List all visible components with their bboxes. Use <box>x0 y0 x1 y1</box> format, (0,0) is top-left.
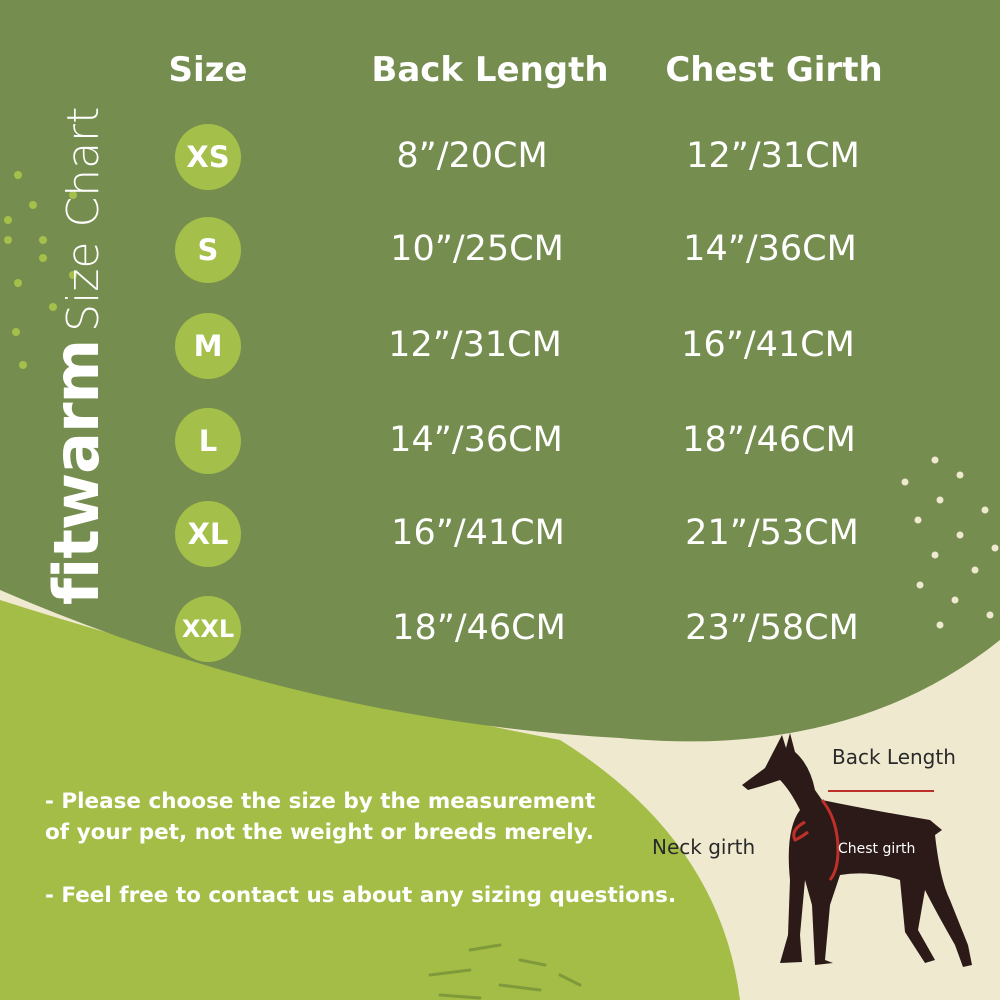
chest-girth-value: 23”/58CM <box>685 608 859 648</box>
size-badge: M <box>175 313 241 379</box>
size-badge: XXL <box>175 596 241 662</box>
brand-name: fitwarm <box>40 339 113 605</box>
size-badge: XL <box>175 501 241 567</box>
back-length-value: 14”/36CM <box>389 420 563 460</box>
brand-subtitle: Size Chart <box>58 106 109 332</box>
diagram-label-neck-girth: Neck girth <box>652 835 756 859</box>
chest-girth-value: 16”/41CM <box>681 325 855 365</box>
decorative-dashes <box>428 943 582 1000</box>
size-badge: L <box>175 408 241 474</box>
back-length-value: 8”/20CM <box>396 136 548 176</box>
decorative-dots-right <box>901 456 999 629</box>
dark-green-panel <box>0 0 1000 742</box>
back-length-value: 12”/31CM <box>388 325 562 365</box>
back-length-value: 18”/46CM <box>392 608 566 648</box>
diagram-label-chest-girth: Chest girth <box>838 841 916 857</box>
chest-girth-value: 21”/53CM <box>685 513 859 553</box>
light-green-wave <box>0 600 740 1000</box>
header-chest-girth: Chest Girth <box>665 50 883 90</box>
note-measurement-line1: - Please choose the size by the measurem… <box>45 789 596 814</box>
size-badge: S <box>175 217 241 283</box>
decorative-dots <box>4 171 77 369</box>
brand-vertical-title: fitwarm Size Chart <box>40 107 113 605</box>
chest-girth-value: 12”/31CM <box>686 136 860 176</box>
chest-girth-value: 18”/46CM <box>682 420 856 460</box>
dog-silhouette <box>742 733 972 967</box>
header-back-length: Back Length <box>371 50 609 90</box>
header-size: Size <box>168 50 248 90</box>
back-length-value: 10”/25CM <box>390 229 564 269</box>
diagram-label-back-length: Back Length <box>832 745 956 769</box>
size-badge: XS <box>175 124 241 190</box>
note-contact: - Feel free to contact us about any sizi… <box>45 883 677 908</box>
note-measurement-line2: of your pet, not the weight or breeds me… <box>45 820 594 845</box>
chest-girth-value: 14”/36CM <box>683 229 857 269</box>
back-length-value: 16”/41CM <box>391 513 565 553</box>
